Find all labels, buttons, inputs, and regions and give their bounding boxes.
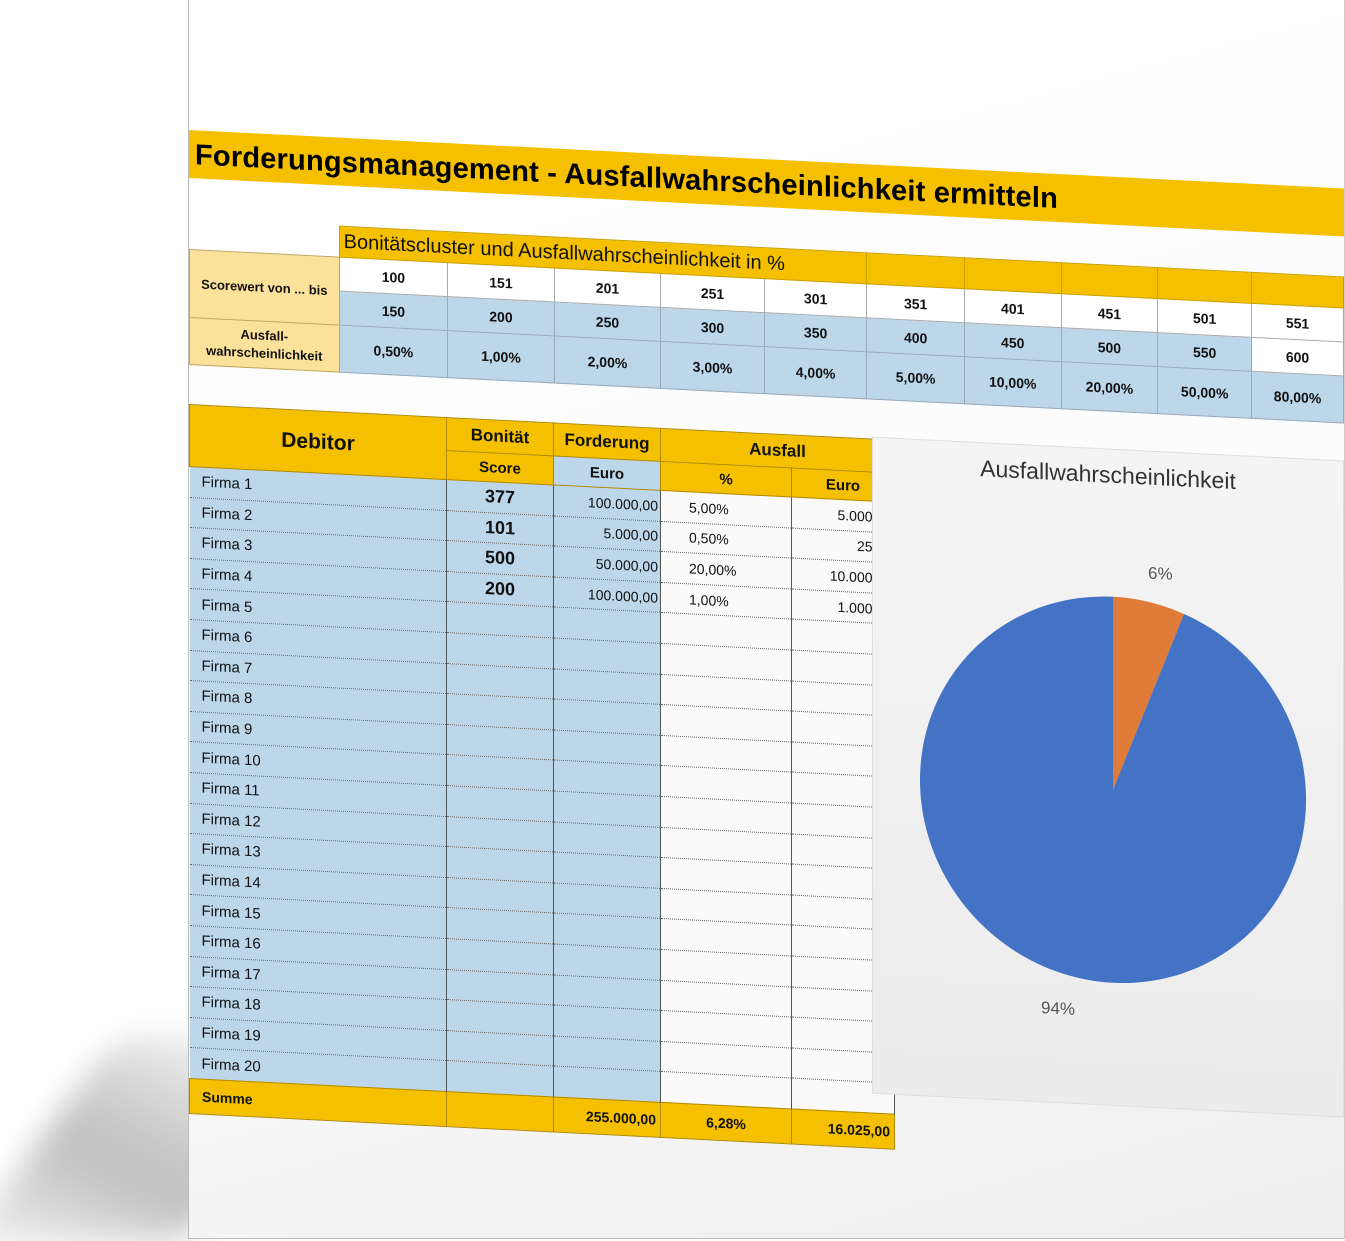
- score-to-7: 500: [1061, 327, 1158, 367]
- probability-label: Ausfall-wahrscheinlichkeit: [189, 317, 340, 373]
- cluster-table: Bonitätscluster und Ausfallwahrscheinlic…: [189, 218, 1344, 424]
- score-to-4: 350: [764, 312, 867, 352]
- probability-9: 80,00%: [1251, 371, 1344, 423]
- score-from-0: 100: [339, 257, 448, 297]
- probability-4: 4,00%: [764, 346, 867, 399]
- pie-chart: Ausfallwahrscheinlichkeit 6% 94%: [872, 436, 1344, 1118]
- debitor-table: Debitor Bonität Forderung Ausfall Score …: [189, 404, 895, 1150]
- sum-forderung: 255.000,00: [553, 1096, 661, 1138]
- score-from-1: 151: [447, 262, 555, 303]
- probability-7: 20,00%: [1061, 361, 1158, 414]
- pie-slice-1: [920, 596, 1307, 983]
- page-title: Forderungsmanagement - Ausfallwahrschein…: [195, 139, 1058, 216]
- probability-2: 2,00%: [554, 336, 661, 389]
- sum-euro: 16.025,00: [791, 1108, 895, 1150]
- slice-label-small: 6%: [1148, 563, 1173, 584]
- score-to-3: 300: [660, 307, 765, 347]
- probability-1: 1,00%: [447, 330, 555, 384]
- title-band: Forderungsmanagement - Ausfallwahrschein…: [189, 130, 1344, 237]
- score-from-6: 401: [964, 288, 1062, 328]
- score-from-4: 301: [764, 278, 867, 318]
- col-forderung: Forderung: [553, 422, 661, 462]
- probability-3: 3,00%: [660, 341, 765, 394]
- col-bonitaet: Bonität: [446, 417, 554, 456]
- probability-0: 0,50%: [339, 325, 448, 378]
- score-to-6: 450: [964, 322, 1062, 362]
- score-from-2: 201: [554, 268, 661, 308]
- score-from-5: 351: [866, 283, 965, 323]
- pie-slice-0: [1113, 596, 1185, 790]
- score-to-9: 600: [1251, 337, 1344, 376]
- probability-6: 10,00%: [964, 356, 1062, 409]
- score-from-7: 451: [1061, 293, 1158, 333]
- slice-label-large: 94%: [1041, 998, 1076, 1019]
- score-to-0: 150: [339, 291, 448, 331]
- score-from-3: 251: [660, 273, 765, 313]
- sheet-content: Forderungsmanagement - Ausfallwahrschein…: [189, 0, 1344, 1238]
- score-from-8: 501: [1157, 298, 1252, 338]
- probability-5: 5,00%: [866, 351, 965, 404]
- sum-pct: 6,28%: [660, 1102, 792, 1144]
- pie-svg: [920, 596, 1307, 983]
- score-to-2: 250: [554, 302, 661, 342]
- probability-8: 50,00%: [1157, 366, 1252, 419]
- score-to-5: 400: [866, 317, 965, 357]
- score-to-1: 200: [447, 296, 555, 337]
- spreadsheet-page: Forderungsmanagement - Ausfallwahrschein…: [188, 0, 1345, 1239]
- score-label: Scorewert von ... bis: [189, 249, 340, 326]
- score-from-9: 551: [1251, 303, 1344, 342]
- score-to-8: 550: [1157, 332, 1252, 372]
